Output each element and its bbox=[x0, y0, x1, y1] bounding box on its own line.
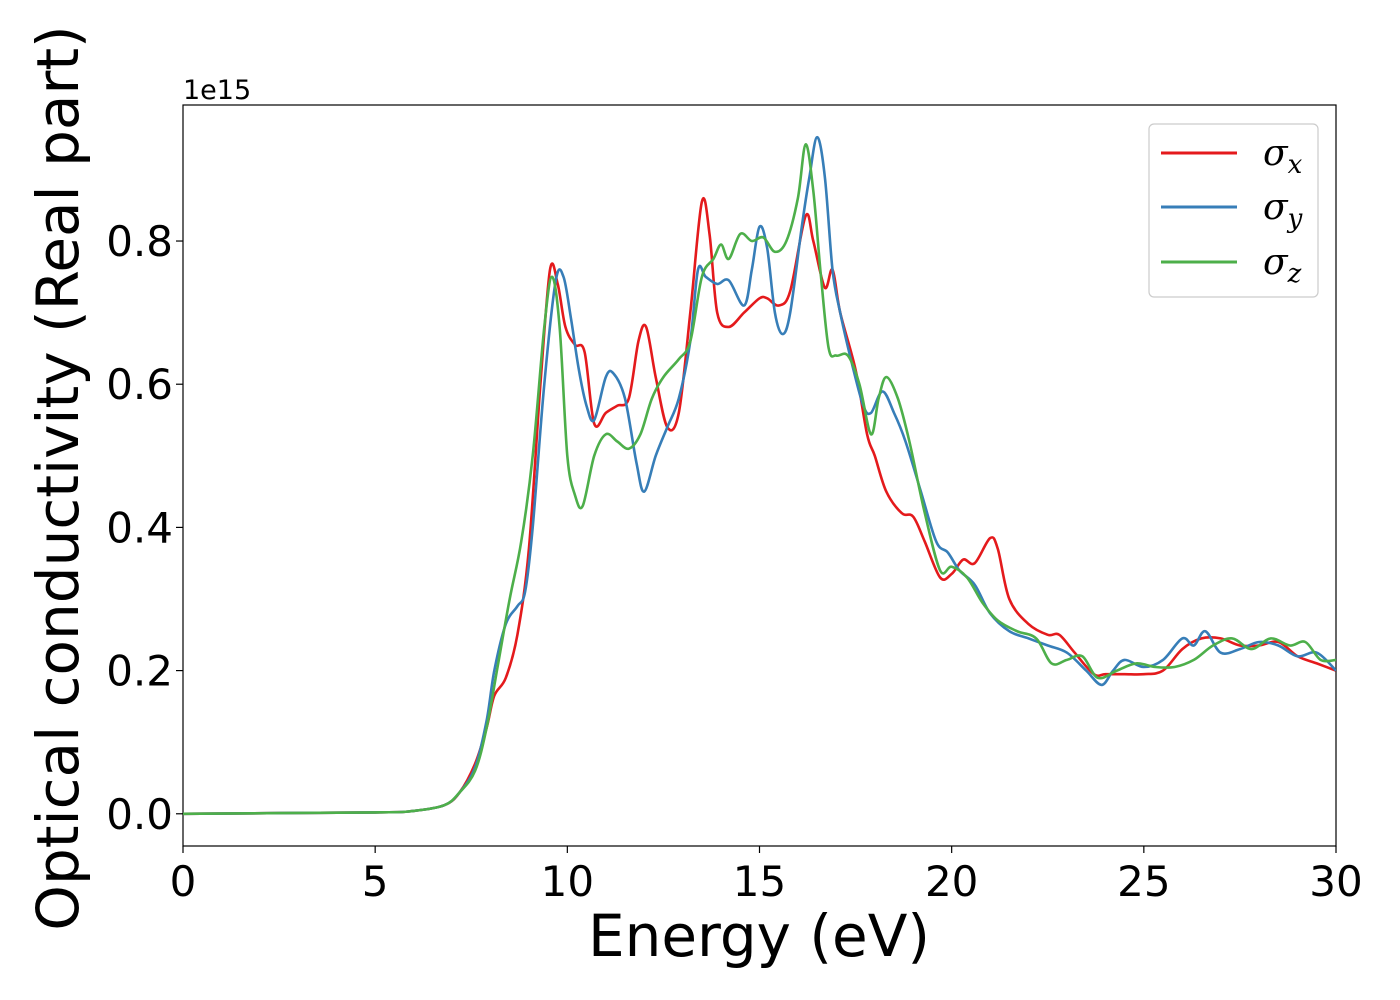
x-tick-label: 0 bbox=[170, 857, 197, 906]
legend-box bbox=[1148, 123, 1319, 298]
x-tick-label: 5 bbox=[362, 857, 389, 906]
x-axis-label: Energy (eV) bbox=[588, 902, 930, 970]
y-tick-label: 0.6 bbox=[106, 360, 173, 409]
y-axis-label: Optical conductivity (Real part) bbox=[24, 25, 92, 930]
legend-label-y: σy bbox=[1263, 187, 1303, 234]
y-axis-ticks: 0.0 0.2 0.4 0.6 0.8 bbox=[106, 217, 183, 839]
series-layer bbox=[183, 135, 1336, 816]
y-tick-label: 0.4 bbox=[106, 503, 173, 552]
x-tick-label: 10 bbox=[541, 857, 594, 906]
series-line-z bbox=[183, 143, 1336, 816]
x-axis-ticks: 0 5 10 15 20 25 30 bbox=[170, 846, 1363, 906]
legend: σx σy σz bbox=[1148, 123, 1319, 298]
x-tick-label: 15 bbox=[733, 857, 786, 906]
y-tick-label: 0.0 bbox=[106, 790, 173, 839]
x-tick-label: 20 bbox=[925, 857, 978, 906]
y-tick-label: 0.8 bbox=[106, 217, 173, 266]
x-tick-label: 30 bbox=[1309, 857, 1362, 906]
legend-label-z: σz bbox=[1263, 242, 1302, 289]
x-tick-label: 25 bbox=[1117, 857, 1170, 906]
y-tick-label: 0.2 bbox=[106, 647, 173, 696]
legend-label-x: σx bbox=[1263, 133, 1303, 180]
series-line-y bbox=[183, 135, 1336, 816]
offset-label: 1e15 bbox=[183, 75, 251, 106]
